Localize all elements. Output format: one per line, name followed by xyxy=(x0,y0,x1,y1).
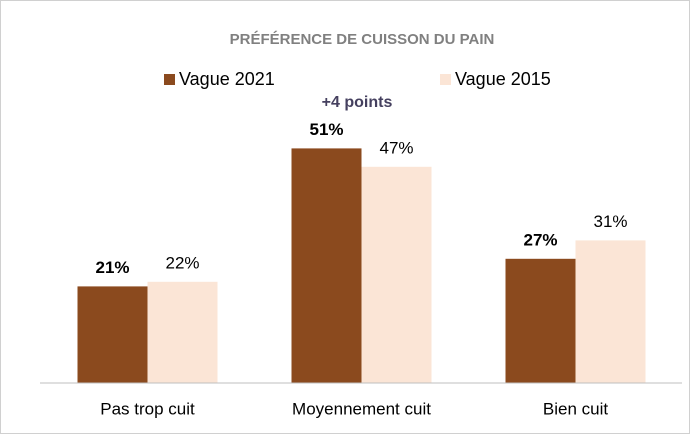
data-label: 27% xyxy=(523,230,557,249)
data-label: 21% xyxy=(95,258,129,277)
chart-title: PRÉFÉRENCE DE CUISSON DU PAIN xyxy=(230,31,495,48)
bar xyxy=(147,281,218,383)
x-tick-label: Bien cuit xyxy=(543,399,608,418)
bar xyxy=(77,286,148,383)
data-label: 22% xyxy=(165,253,199,272)
legend-label: Vague 2021 xyxy=(179,69,275,89)
legend-swatch xyxy=(164,74,175,85)
data-label: 47% xyxy=(379,138,413,157)
x-tick-label: Moyennement cuit xyxy=(292,399,431,418)
legend-swatch xyxy=(440,74,451,85)
legend-label: Vague 2015 xyxy=(455,69,551,89)
data-label: 31% xyxy=(593,212,627,231)
annotation: +4 points xyxy=(322,94,393,111)
bar xyxy=(361,166,432,383)
bar xyxy=(291,148,362,383)
bar xyxy=(575,240,646,383)
data-label: 51% xyxy=(309,120,343,139)
x-tick-label: Pas trop cuit xyxy=(100,399,195,418)
bar xyxy=(505,258,576,383)
